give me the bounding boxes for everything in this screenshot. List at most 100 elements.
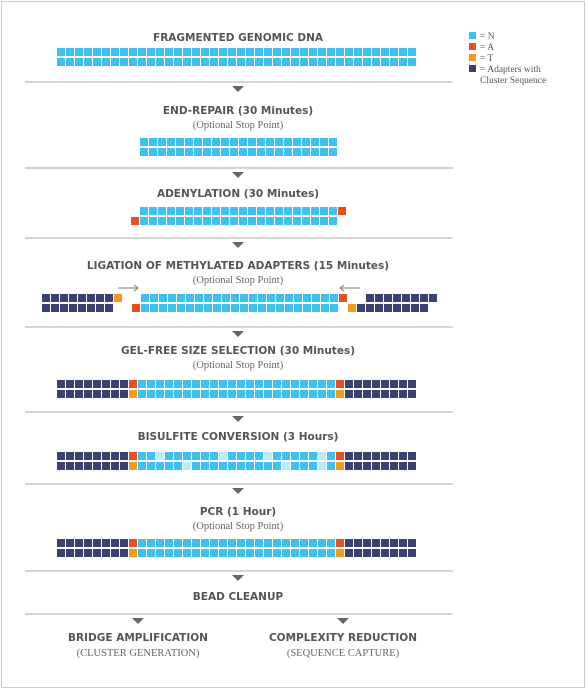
block bbox=[345, 58, 353, 66]
block bbox=[156, 58, 164, 66]
block bbox=[237, 539, 245, 547]
block bbox=[345, 549, 353, 557]
block bbox=[411, 294, 419, 302]
block bbox=[165, 452, 173, 460]
block bbox=[275, 207, 283, 215]
block bbox=[363, 58, 371, 66]
block bbox=[291, 380, 299, 388]
block bbox=[174, 462, 182, 470]
block bbox=[176, 217, 184, 225]
block bbox=[192, 390, 200, 398]
block bbox=[345, 539, 353, 547]
block bbox=[120, 549, 128, 557]
block bbox=[120, 48, 128, 56]
block bbox=[264, 539, 272, 547]
block bbox=[276, 304, 284, 312]
block bbox=[309, 462, 317, 470]
block bbox=[66, 390, 74, 398]
block bbox=[176, 207, 184, 215]
block bbox=[408, 452, 416, 460]
block bbox=[201, 380, 209, 388]
block bbox=[264, 462, 272, 470]
block bbox=[309, 380, 317, 388]
block bbox=[399, 452, 407, 460]
block bbox=[408, 380, 416, 388]
block bbox=[201, 539, 209, 547]
arrow-head bbox=[337, 618, 349, 624]
block bbox=[149, 148, 157, 156]
block bbox=[266, 148, 274, 156]
block bbox=[255, 390, 263, 398]
block bbox=[282, 452, 290, 460]
block bbox=[420, 304, 428, 312]
block bbox=[309, 549, 317, 557]
block bbox=[248, 148, 256, 156]
block bbox=[267, 294, 275, 302]
block bbox=[228, 462, 236, 470]
block bbox=[293, 138, 301, 146]
block bbox=[284, 138, 292, 146]
block bbox=[195, 294, 203, 302]
block bbox=[336, 549, 344, 557]
block bbox=[311, 207, 319, 215]
block bbox=[78, 294, 86, 302]
block bbox=[159, 304, 167, 312]
block bbox=[228, 390, 236, 398]
block bbox=[239, 148, 247, 156]
block bbox=[186, 304, 194, 312]
block bbox=[149, 138, 157, 146]
step-title: BISULFITE CONVERSION (3 Hours) bbox=[138, 431, 339, 443]
block bbox=[149, 217, 157, 225]
block bbox=[222, 294, 230, 302]
branch-title: BRIDGE AMPLIFICATION bbox=[68, 632, 208, 644]
block bbox=[93, 390, 101, 398]
block bbox=[219, 462, 227, 470]
block bbox=[363, 452, 371, 460]
block bbox=[339, 294, 347, 302]
block bbox=[228, 380, 236, 388]
block bbox=[114, 294, 122, 302]
block bbox=[255, 58, 263, 66]
block bbox=[165, 48, 173, 56]
block bbox=[273, 58, 281, 66]
block bbox=[84, 462, 92, 470]
block bbox=[168, 294, 176, 302]
block bbox=[318, 549, 326, 557]
block bbox=[237, 549, 245, 557]
block bbox=[375, 304, 383, 312]
step-title: BEAD CLEANUP bbox=[193, 591, 284, 603]
block bbox=[237, 462, 245, 470]
block bbox=[275, 148, 283, 156]
block bbox=[303, 294, 311, 302]
block bbox=[66, 380, 74, 388]
block bbox=[318, 390, 326, 398]
block bbox=[129, 452, 137, 460]
block bbox=[293, 217, 301, 225]
legend-label: = N bbox=[480, 32, 495, 42]
block bbox=[302, 207, 310, 215]
block bbox=[327, 390, 335, 398]
block bbox=[249, 294, 257, 302]
block bbox=[363, 549, 371, 557]
block bbox=[150, 304, 158, 312]
block bbox=[318, 58, 326, 66]
block bbox=[96, 294, 104, 302]
block bbox=[150, 294, 158, 302]
block bbox=[78, 304, 86, 312]
block bbox=[201, 452, 209, 460]
block bbox=[329, 148, 337, 156]
block bbox=[194, 207, 202, 215]
block bbox=[102, 390, 110, 398]
block bbox=[246, 390, 254, 398]
block bbox=[66, 452, 74, 460]
block bbox=[192, 549, 200, 557]
block bbox=[321, 294, 329, 302]
block bbox=[221, 217, 229, 225]
block bbox=[402, 304, 410, 312]
block bbox=[330, 304, 338, 312]
block bbox=[75, 390, 83, 398]
block bbox=[257, 148, 265, 156]
block bbox=[165, 380, 173, 388]
block bbox=[248, 138, 256, 146]
